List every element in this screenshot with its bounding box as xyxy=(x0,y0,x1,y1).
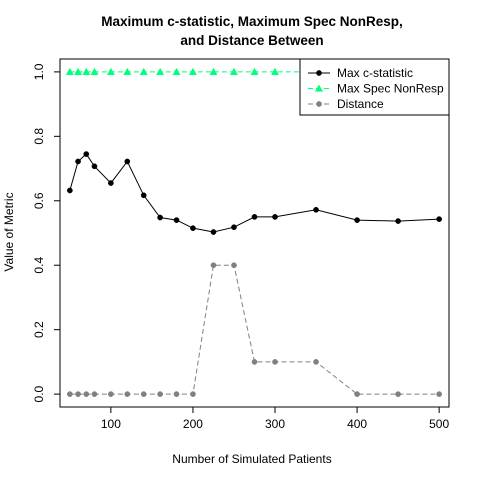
data-point xyxy=(139,67,148,76)
legend-box xyxy=(299,58,450,116)
y-tick-label: 0.6 xyxy=(32,192,46,209)
data-point xyxy=(90,67,99,76)
data-point xyxy=(395,218,401,224)
data-point xyxy=(108,180,114,186)
data-point xyxy=(354,217,360,223)
legend-item: Distance xyxy=(308,97,384,111)
data-point xyxy=(75,158,81,165)
y-tick-label: 1.0 xyxy=(32,63,46,80)
chart-title-line-2: and Distance Between xyxy=(180,33,323,48)
data-point xyxy=(173,217,180,223)
y-tick-label: 0.8 xyxy=(32,128,46,145)
data-point xyxy=(251,214,258,220)
legend-item: Max Spec NonResp xyxy=(308,82,444,96)
data-point xyxy=(123,67,132,76)
data-point xyxy=(91,391,98,397)
data-point xyxy=(190,391,196,397)
data-point xyxy=(157,214,163,221)
data-point xyxy=(313,359,319,365)
x-tick-label: 400 xyxy=(347,417,367,431)
legend-label: Max c-statistic xyxy=(337,66,413,80)
legend-marker xyxy=(314,84,324,92)
data-point xyxy=(395,391,401,397)
chart-title: Maximum c-statistic, Maximum Spec NonRes… xyxy=(101,14,403,48)
data-point xyxy=(65,67,74,76)
legend-label: Max Spec NonResp xyxy=(337,82,444,96)
x-axis: 100 200 300 400 500 xyxy=(101,406,449,431)
data-point xyxy=(436,391,443,397)
data-point xyxy=(436,216,443,222)
data-point xyxy=(172,67,181,76)
data-point xyxy=(251,359,258,365)
data-point xyxy=(354,391,360,397)
data-point xyxy=(210,262,217,269)
y-tick-label: 0.2 xyxy=(32,321,46,338)
data-point xyxy=(83,391,90,397)
chart-title-line-1: Maximum c-statistic, Maximum Spec NonRes… xyxy=(101,14,403,29)
x-tick-label: 200 xyxy=(183,417,203,431)
x-axis-label: Number of Simulated Patients xyxy=(172,452,331,466)
data-point xyxy=(140,192,147,199)
x-tick-label: 300 xyxy=(265,417,285,431)
series-max-c-statistic xyxy=(66,151,443,235)
data-point xyxy=(124,391,131,397)
data-point xyxy=(108,391,114,397)
data-point xyxy=(66,187,73,194)
data-point xyxy=(173,391,180,397)
data-point xyxy=(74,67,83,76)
data-point xyxy=(209,67,218,76)
series-line xyxy=(69,153,440,233)
data-point xyxy=(210,229,217,235)
data-point xyxy=(91,163,98,170)
data-point xyxy=(82,67,91,76)
y-axis: 0.0 0.2 0.4 0.6 0.8 1.0 xyxy=(32,63,61,402)
data-point xyxy=(75,391,81,397)
data-point xyxy=(66,391,73,397)
legend-marker xyxy=(316,70,322,76)
data-point xyxy=(231,262,237,269)
y-axis-label: Value of Metric xyxy=(2,192,16,271)
legend-item: Max c-statistic xyxy=(308,66,413,80)
data-point xyxy=(231,224,237,231)
data-point xyxy=(270,67,280,76)
data-point xyxy=(124,158,131,165)
data-point xyxy=(83,151,90,157)
data-point xyxy=(313,206,319,213)
y-tick-label: 0.4 xyxy=(32,257,46,274)
data-point xyxy=(190,225,196,232)
y-tick-label: 0.0 xyxy=(32,385,46,402)
legend-label: Distance xyxy=(337,97,384,111)
x-tick-label: 100 xyxy=(101,417,121,431)
data-point xyxy=(188,67,197,76)
x-tick-label: 500 xyxy=(429,417,449,431)
data-point xyxy=(157,391,163,397)
series-line xyxy=(69,264,440,395)
data-point xyxy=(106,67,115,76)
series-distance xyxy=(66,262,443,397)
data-point xyxy=(140,391,147,397)
data-point xyxy=(272,359,278,365)
data-point xyxy=(250,67,259,76)
data-point xyxy=(272,214,278,220)
legend-marker xyxy=(316,101,322,107)
data-point xyxy=(156,67,165,76)
data-point xyxy=(229,67,239,76)
series-layer xyxy=(65,67,444,397)
